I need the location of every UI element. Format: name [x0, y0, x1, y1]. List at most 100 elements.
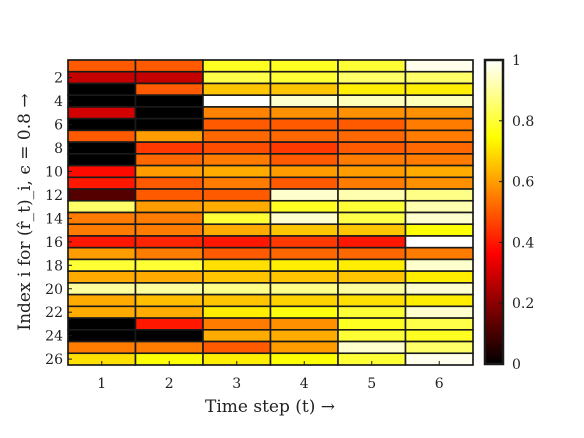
heatmap-cell — [202, 317, 272, 331]
heatmap-cell — [134, 106, 204, 120]
heatmap-cell — [134, 59, 204, 73]
heatmap-cell — [337, 235, 407, 249]
heatmap-cell — [404, 258, 474, 272]
heatmap-cell — [404, 235, 474, 249]
heatmap-cell — [134, 176, 204, 190]
plot-frame — [67, 59, 474, 366]
heatmap-cell — [67, 329, 137, 343]
heatmap-cell — [404, 223, 474, 237]
heatmap-cell — [404, 246, 474, 261]
heatmap-cell — [134, 305, 204, 319]
heatmap-cell — [134, 235, 204, 249]
heatmap-cell — [337, 246, 407, 261]
heatmap-cell — [67, 246, 137, 261]
heatmap-cell — [269, 94, 339, 108]
x-tick-label: 5 — [367, 376, 376, 392]
heatmap-cell — [269, 106, 339, 120]
y-tick-label: 12 — [45, 188, 63, 204]
heatmap-cell — [134, 199, 204, 214]
heatmap-cell — [404, 199, 474, 214]
heatmap-cell — [337, 340, 407, 355]
heatmap-cell — [134, 270, 204, 284]
heatmap-cell — [269, 70, 339, 85]
heatmap-cell — [269, 340, 339, 355]
heatmap-cell — [202, 164, 272, 179]
heatmap-cell — [404, 317, 474, 331]
heatmap-cell — [202, 129, 272, 143]
heatmap-cell — [269, 223, 339, 237]
heatmap-cell — [202, 293, 272, 308]
heatmap-cell — [404, 94, 474, 108]
heatmap-cell — [67, 199, 137, 214]
y-tick-label: 4 — [54, 94, 63, 110]
heatmap-cell — [134, 141, 204, 155]
heatmap-cell — [269, 129, 339, 143]
heatmap-cell — [337, 141, 407, 155]
heatmap-cell — [202, 199, 272, 214]
heatmap-cell — [404, 293, 474, 308]
heatmap-cell — [67, 223, 137, 237]
heatmap-cell — [67, 70, 137, 85]
heatmap-cell — [404, 141, 474, 155]
heatmap-cell — [269, 305, 339, 319]
heatmap-cell — [202, 94, 272, 108]
heatmap-cell — [202, 117, 272, 132]
heatmap-cell — [337, 223, 407, 237]
heatmap-cell — [202, 70, 272, 85]
heatmap-cell — [337, 317, 407, 331]
heatmap-cell — [67, 317, 137, 331]
heatmap-cell — [202, 141, 272, 155]
heatmap-cell — [67, 153, 137, 167]
heatmap-cell — [67, 94, 137, 108]
x-tick-label: 2 — [165, 376, 174, 392]
heatmap-cell — [337, 293, 407, 308]
heatmap-cell — [269, 153, 339, 167]
y-tick-label: 10 — [45, 164, 63, 180]
heatmap-cell — [337, 117, 407, 132]
heatmap-cell — [337, 270, 407, 284]
heatmap-cell — [202, 329, 272, 343]
heatmap-cell — [269, 141, 339, 155]
heatmap-cell — [337, 94, 407, 108]
heatmap-cell — [269, 293, 339, 308]
heatmap-cell — [337, 164, 407, 179]
heatmap-cell — [134, 258, 204, 272]
colorbar-ticks: 0 0.2 0.4 0.6 0.8 1 — [499, 53, 534, 373]
heatmap-cell — [404, 329, 474, 343]
heatmap-cell — [202, 223, 272, 237]
heatmap-cell — [202, 305, 272, 319]
heatmap-cell — [67, 141, 137, 155]
heatmap-cell — [269, 164, 339, 179]
x-axis-ticks: 1 2 3 4 5 6 — [97, 361, 444, 392]
heatmap-cell — [404, 282, 474, 296]
heatmap-cell — [269, 211, 339, 226]
x-tick-label: 4 — [300, 376, 309, 392]
heatmap-cell — [134, 164, 204, 179]
colorbar-tick-label: 0.6 — [512, 175, 534, 191]
x-tick-label: 6 — [435, 376, 444, 392]
heatmap-cell — [134, 246, 204, 261]
heatmap-cell — [269, 282, 339, 296]
heatmap-cell — [269, 329, 339, 343]
heatmap-cell — [134, 153, 204, 167]
heatmap-cell — [269, 59, 339, 73]
heatmap-cell — [337, 70, 407, 85]
heatmap-cell — [269, 188, 339, 202]
y-tick-label: 20 — [45, 282, 63, 298]
colorbar — [483, 58, 505, 366]
heatmap-cell — [202, 211, 272, 226]
heatmap-cell — [134, 129, 204, 143]
heatmap-cell — [67, 305, 137, 319]
heatmap-cell — [337, 258, 407, 272]
heatmap-cell — [202, 82, 272, 96]
heatmap-cell — [134, 70, 204, 85]
heatmap-cell — [134, 188, 204, 202]
heatmap-cell — [202, 176, 272, 190]
heatmap-cell — [134, 293, 204, 308]
heatmap-cells — [67, 59, 474, 366]
heatmap-cell — [202, 282, 272, 296]
heatmap-cell — [404, 188, 474, 202]
heatmap-cell — [269, 258, 339, 272]
heatmap-cell — [202, 270, 272, 284]
